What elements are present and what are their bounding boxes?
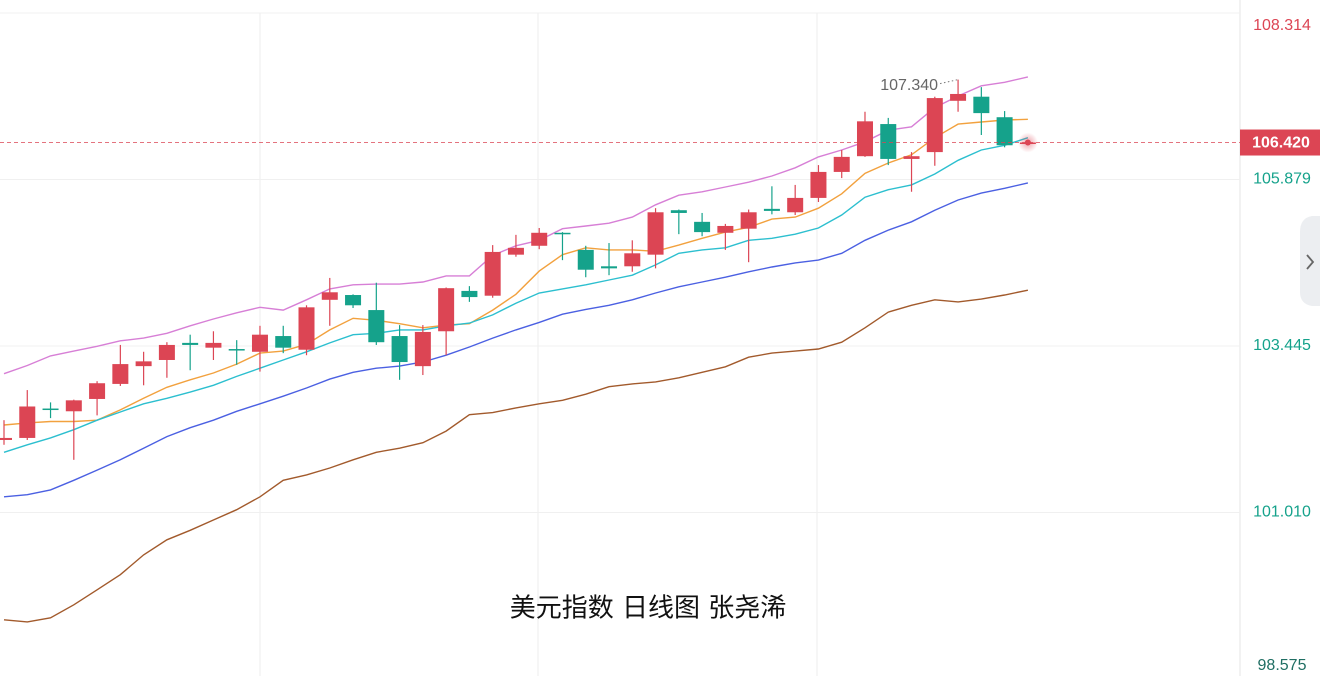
candle-body — [903, 156, 920, 159]
candle-body — [158, 344, 175, 360]
last-price-dot — [1024, 139, 1031, 146]
candle-body — [554, 232, 571, 235]
candle-body — [368, 310, 385, 343]
candle-body — [275, 336, 292, 348]
y-tick-label: 105.879 — [1253, 171, 1311, 188]
candle-body — [438, 288, 455, 332]
candle-body — [624, 253, 641, 267]
y-tick-label: 103.445 — [1253, 337, 1311, 354]
last-price-label: 106.420 — [1252, 135, 1310, 152]
candle-body — [135, 361, 152, 367]
candle-body — [414, 331, 431, 367]
side-tab-bg[interactable] — [1300, 216, 1320, 306]
candle-body — [0, 437, 12, 440]
y-tick-label: 101.010 — [1253, 504, 1311, 521]
ma-line — [3, 137, 1029, 453]
candle-body — [228, 349, 245, 351]
candle-body — [647, 212, 664, 255]
candle-body — [996, 117, 1013, 146]
candle-body — [973, 96, 990, 114]
candle-body — [763, 208, 780, 211]
candle-body — [507, 247, 524, 255]
candle-body — [717, 225, 734, 233]
candle-body — [251, 334, 268, 352]
candle-body — [89, 383, 106, 399]
candle-body — [531, 232, 548, 246]
candle-body — [856, 121, 873, 157]
ma-line — [3, 182, 1029, 498]
y-tick-label: 98.575 — [1258, 657, 1307, 674]
candle-body — [65, 400, 82, 412]
candle-body — [205, 342, 222, 348]
last-price-box — [1240, 129, 1320, 156]
candle-body — [345, 295, 362, 306]
ma-line — [3, 118, 1028, 426]
candle-body — [298, 307, 315, 350]
annotation-label: 107.340 — [880, 77, 938, 94]
candle-body — [321, 292, 338, 300]
candle-body — [19, 406, 36, 438]
candle-body — [740, 212, 757, 229]
candle-body — [182, 342, 199, 345]
candle-body — [484, 251, 501, 296]
candle-body — [577, 249, 594, 270]
candle-body — [880, 124, 897, 159]
candle-body — [391, 336, 408, 363]
candle-body — [926, 98, 943, 153]
candle-body — [950, 93, 967, 101]
candle-body — [112, 364, 129, 384]
candle-body — [810, 171, 827, 198]
candle-body — [694, 221, 711, 233]
ma-line — [3, 289, 1029, 623]
candle-body — [601, 266, 618, 269]
plot: 108.314 105.879 103.445 101.010 98.575 107.34… — [0, 12, 1311, 674]
candle-body — [787, 197, 804, 213]
chart-title: 美元指数 日线图 张尧浠 — [510, 594, 787, 624]
candle-body — [461, 290, 478, 298]
candle-body — [42, 408, 59, 411]
chevron-icon[interactable] — [1306, 254, 1315, 270]
side-tab[interactable] — [1300, 216, 1320, 306]
candle-body — [670, 210, 687, 213]
y-tick-label: 108.314 — [1253, 17, 1311, 34]
time-grid — [259, 13, 818, 676]
annotation-leader — [939, 79, 959, 85]
candle-body — [833, 156, 850, 172]
